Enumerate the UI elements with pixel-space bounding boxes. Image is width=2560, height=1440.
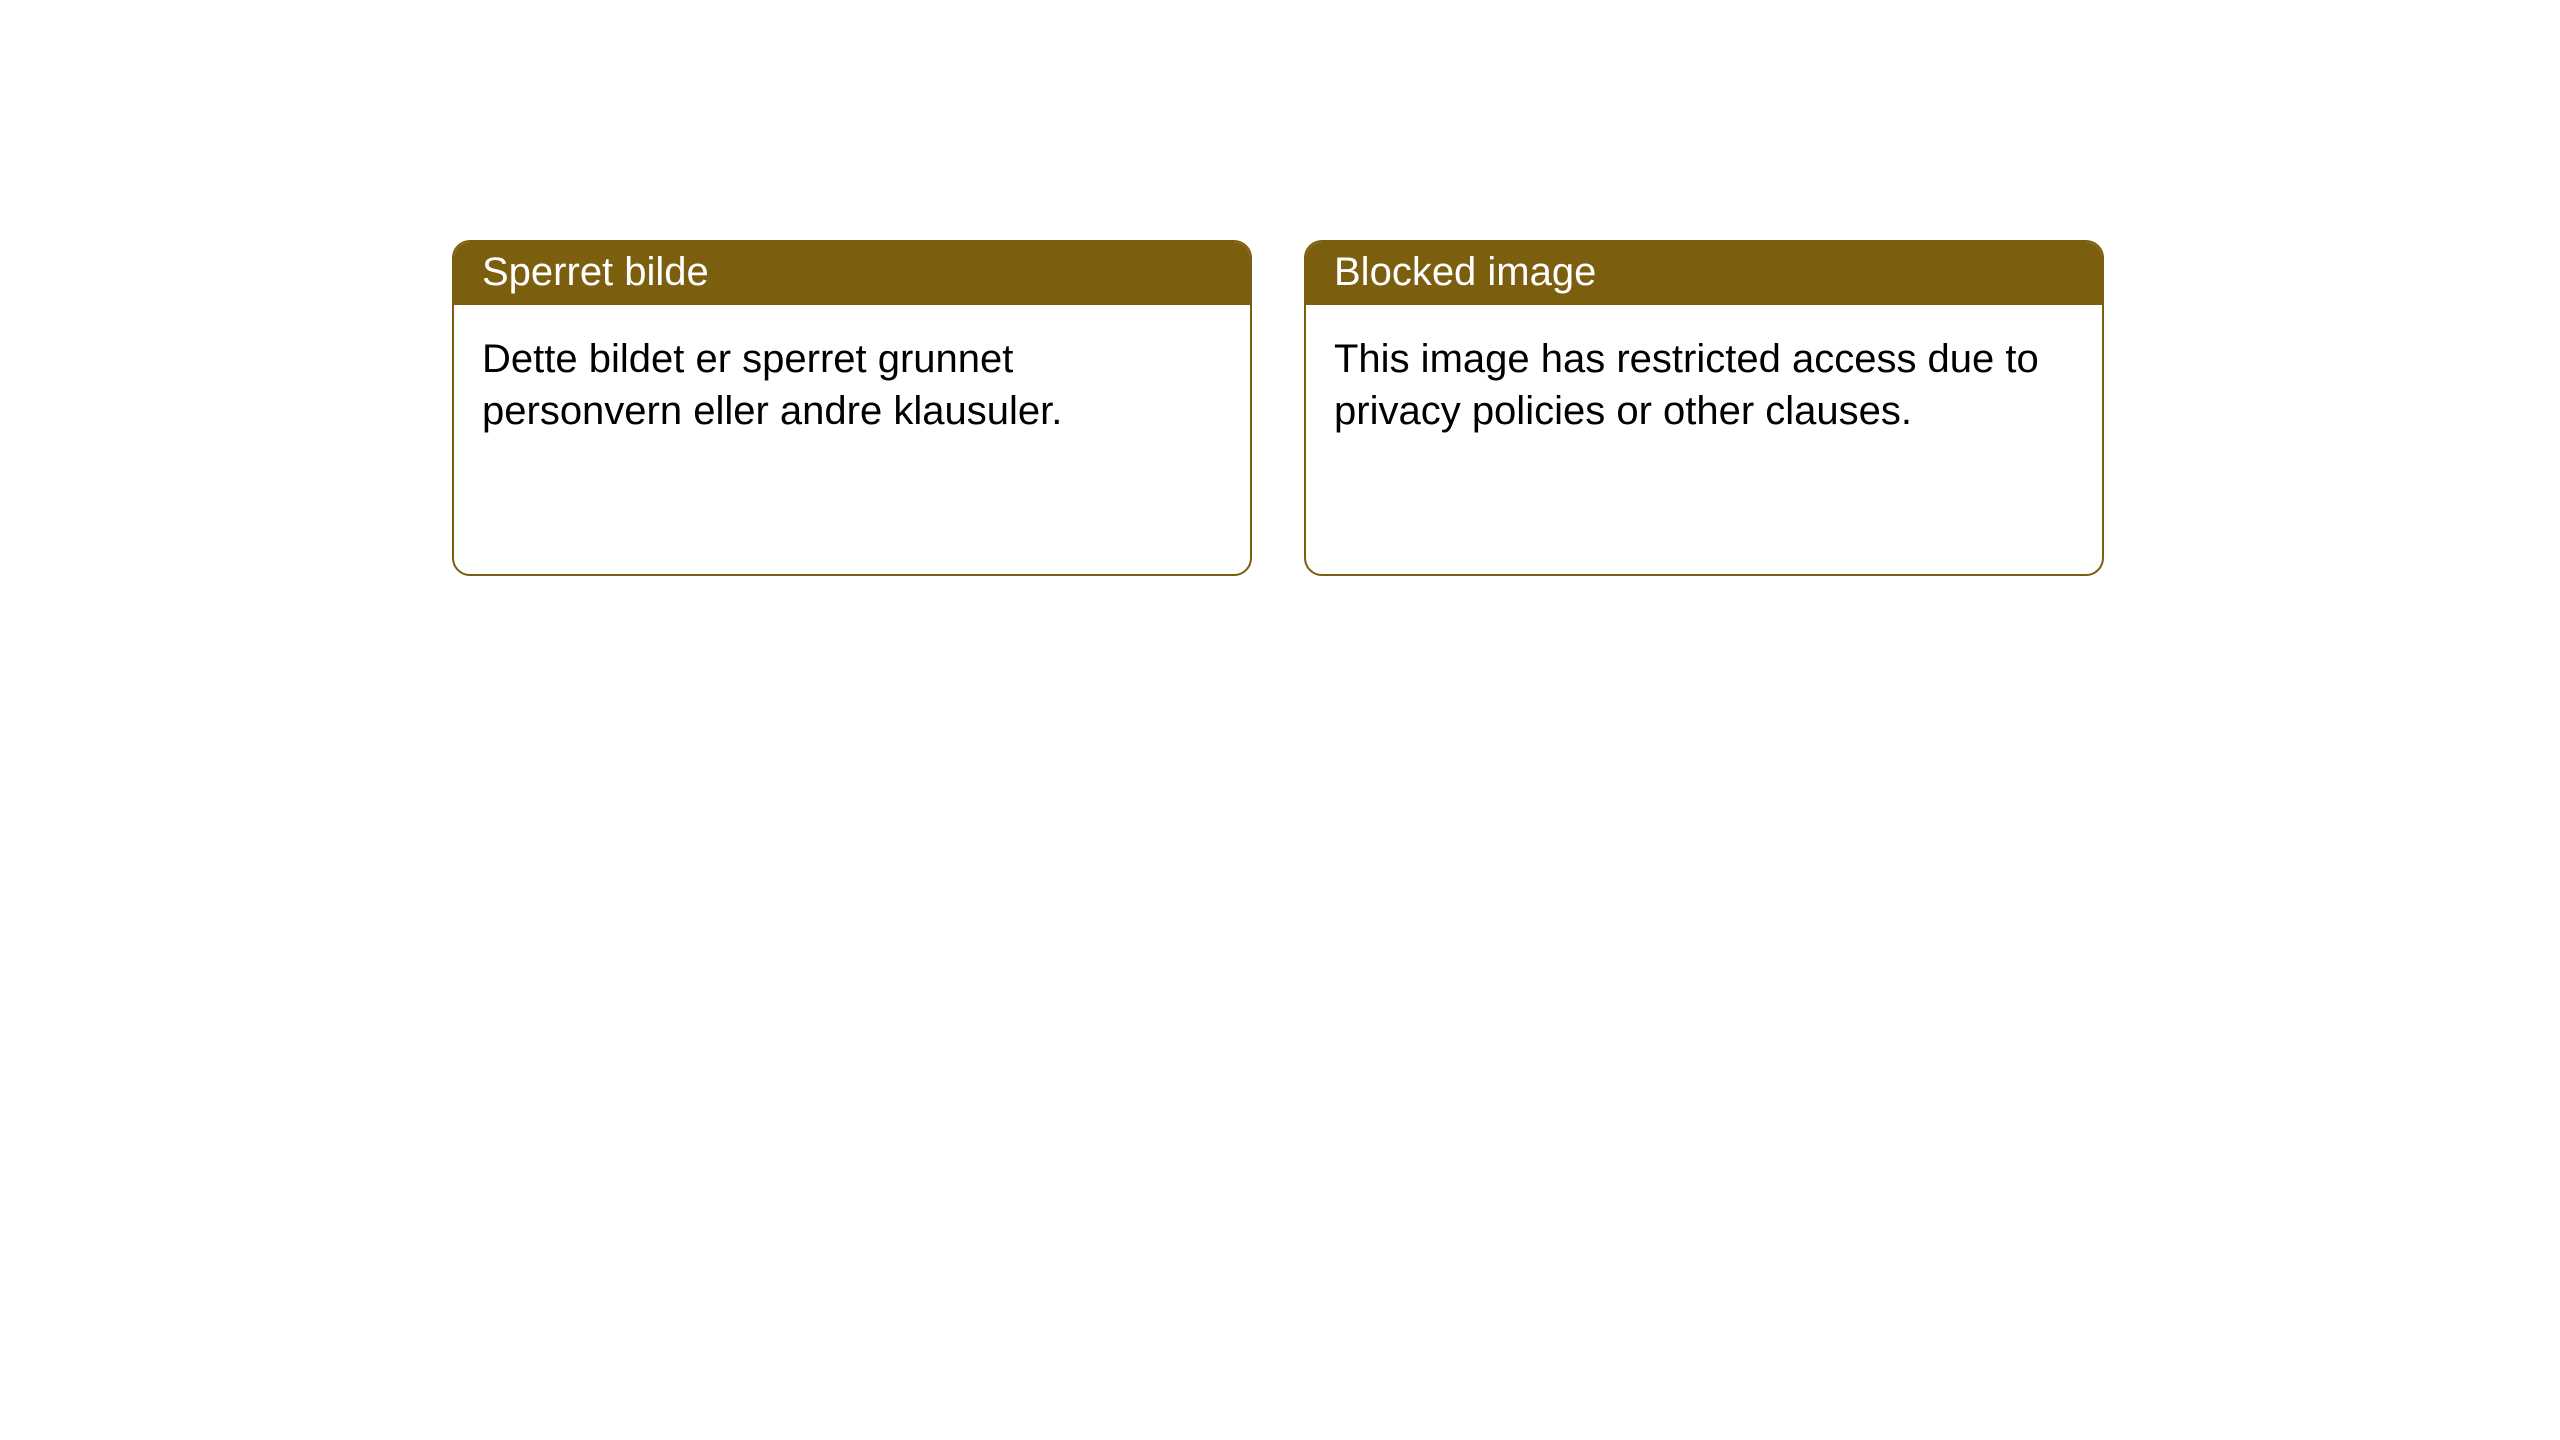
card-header: Sperret bilde (454, 242, 1250, 305)
card-body: This image has restricted access due to … (1306, 305, 2102, 465)
blocked-image-card-english: Blocked image This image has restricted … (1304, 240, 2104, 576)
card-header: Blocked image (1306, 242, 2102, 305)
card-title: Blocked image (1334, 250, 1596, 294)
card-title: Sperret bilde (482, 250, 709, 294)
card-body-text: Dette bildet er sperret grunnet personve… (482, 337, 1062, 433)
card-body: Dette bildet er sperret grunnet personve… (454, 305, 1250, 465)
blocked-image-card-norwegian: Sperret bilde Dette bildet er sperret gr… (452, 240, 1252, 576)
card-body-text: This image has restricted access due to … (1334, 337, 2039, 433)
cards-container: Sperret bilde Dette bildet er sperret gr… (0, 0, 2560, 576)
